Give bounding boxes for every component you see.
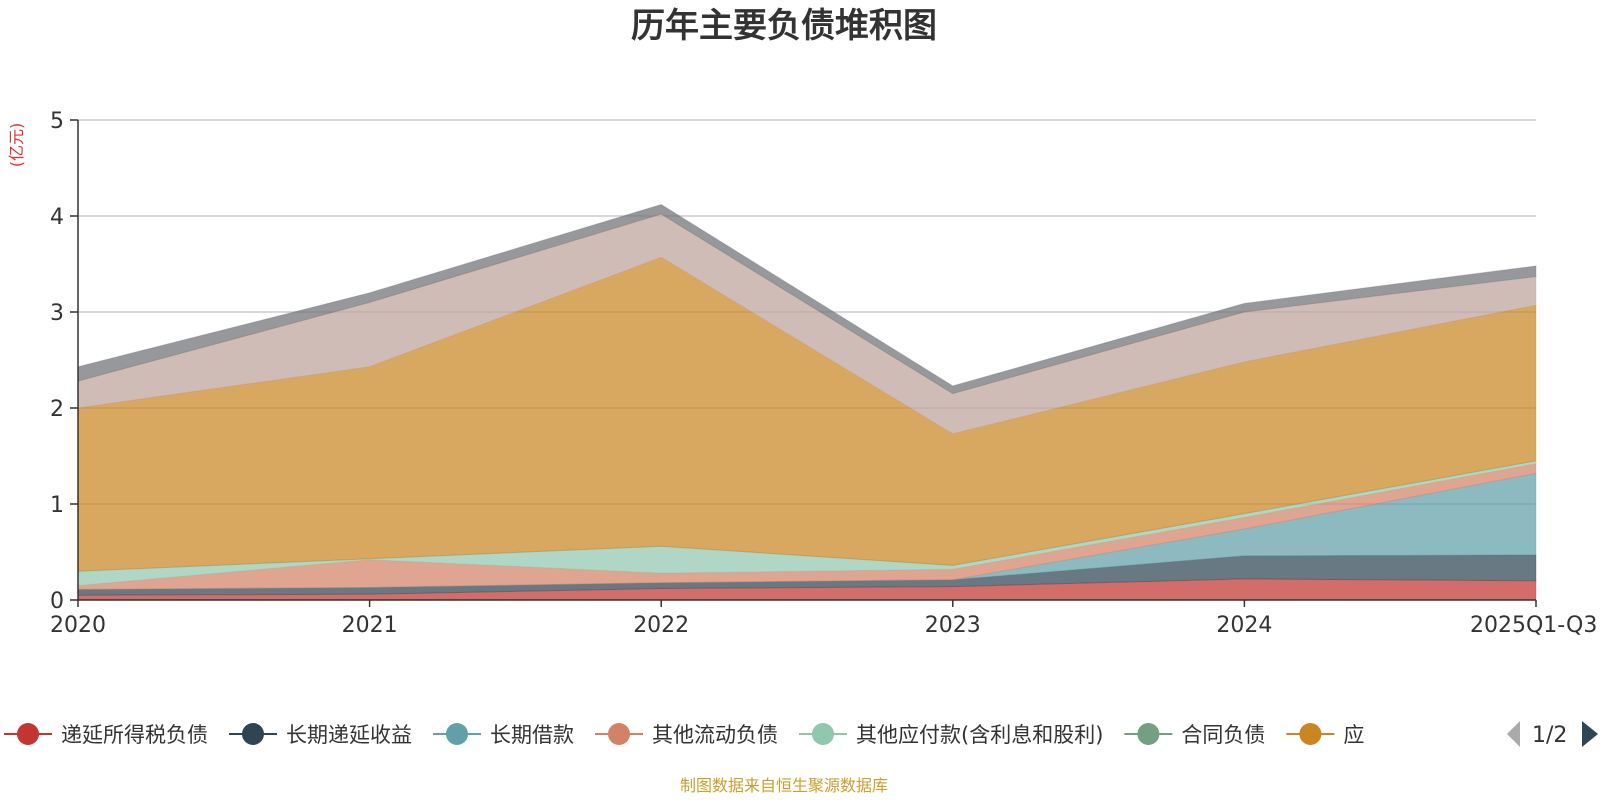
area-series <box>77 203 1537 601</box>
x-tick-label: 2022 <box>633 613 689 638</box>
x-tick-label: 2021 <box>342 613 398 638</box>
legend-marker <box>608 723 630 745</box>
legend-prev-icon[interactable] <box>1507 721 1520 747</box>
axes: 0 1 2 3 4 5 2020 2021 2022 2023 2024 2025Q1-Q3 <box>50 109 1597 638</box>
y-tick-label: 4 <box>50 205 64 230</box>
x-tick-label: 2020 <box>50 613 106 638</box>
legend-label: 其他应付款(含利息和股利) <box>856 723 1103 747</box>
y-unit-label: (亿元) <box>7 123 26 168</box>
legend-label: 合同负债 <box>1181 723 1265 747</box>
chart-title: 历年主要负债堆积图 <box>631 6 937 46</box>
legend-item[interactable]: 应 <box>1286 723 1364 747</box>
x-tick-label: 2025Q1-Q3 <box>1470 613 1597 638</box>
x-tick-label: 2023 <box>925 613 981 638</box>
source-note: 制图数据来自恒生聚源数据库 <box>680 776 888 795</box>
legend-item[interactable]: 其他应付款(含利息和股利) <box>799 723 1103 747</box>
legend-marker <box>242 723 264 745</box>
legend-label: 递延所得税负债 <box>61 723 208 747</box>
legend-item[interactable]: 合同负债 <box>1124 723 1265 747</box>
y-tick-label: 0 <box>50 589 64 614</box>
y-tick-label: 2 <box>50 397 64 422</box>
legend-marker <box>17 723 39 745</box>
legend: 递延所得税负债 长期递延收益 长期借款 其他流动负债 其他应付款(含利息和股利) 合同负债… <box>4 708 1600 764</box>
legend-marker <box>1137 723 1160 745</box>
legend-next-icon[interactable] <box>1582 721 1598 747</box>
legend-label: 其他流动负债 <box>652 723 778 747</box>
legend-page-indicator: 1/2 <box>1532 723 1567 748</box>
legend-marker <box>1299 723 1322 745</box>
y-tick-label: 3 <box>50 301 64 326</box>
legend-label: 应 <box>1343 723 1364 747</box>
y-tick-label: 1 <box>50 493 64 518</box>
area-应付票据 <box>77 203 1537 395</box>
legend-item[interactable]: 递延所得税负债 <box>4 723 208 747</box>
y-tick-label: 5 <box>50 109 64 134</box>
legend-label: 长期借款 <box>490 723 574 747</box>
x-tick-label: 2024 <box>1216 613 1272 638</box>
legend-marker <box>812 723 834 745</box>
legend-marker <box>446 723 468 745</box>
legend-item[interactable]: 长期递延收益 <box>229 723 412 747</box>
legend-item[interactable]: 长期借款 <box>433 723 574 747</box>
legend-label: 长期递延收益 <box>286 723 412 747</box>
legend-item[interactable]: 其他流动负债 <box>595 723 778 747</box>
